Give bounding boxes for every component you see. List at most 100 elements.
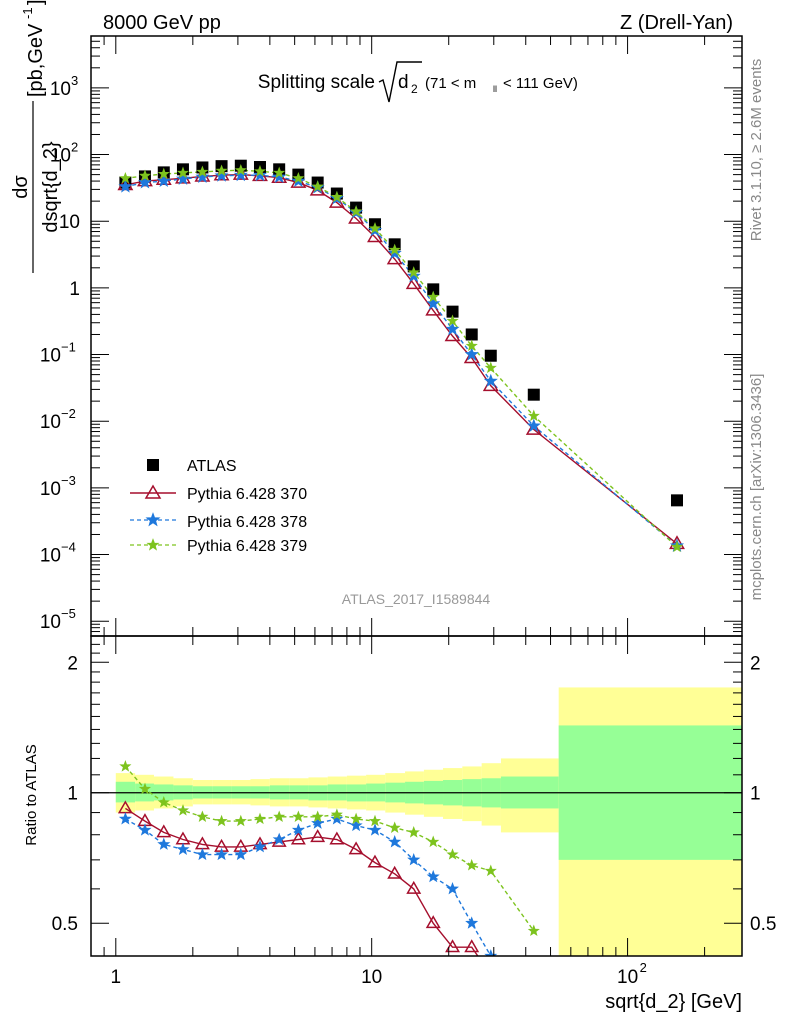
p379-point [527, 409, 540, 422]
ratio-p378-point [234, 847, 248, 861]
p378-point [118, 179, 133, 193]
ratio-p379-point [273, 810, 286, 823]
p379-point [465, 339, 478, 351]
ratio-p379-point [119, 760, 132, 772]
atlas-point [465, 328, 478, 341]
title-sqrt: d [398, 72, 409, 93]
main-ytick-base: 10 [40, 346, 61, 367]
p379-point [119, 171, 132, 184]
p378-point [445, 321, 460, 336]
ratio-p379-point [527, 924, 540, 936]
p370-point [463, 349, 480, 364]
xtick-exp: 2 [640, 960, 647, 975]
ratio-p370-point [425, 915, 441, 929]
ratio-p379-point [176, 804, 190, 816]
main-ytick-label: 10 −3 [40, 473, 76, 500]
p378-point [526, 418, 541, 432]
p379-point [368, 222, 382, 234]
p379-point [407, 266, 420, 278]
ratio-p378-point [426, 869, 440, 883]
ylabel-num: dσ [10, 175, 32, 199]
ratio-p378-point [291, 823, 305, 836]
ratio-p379-point [446, 848, 459, 860]
atlas-point [670, 494, 683, 507]
ylabel-exp: -1 [20, 7, 35, 19]
main-ytick-exp: −3 [61, 473, 76, 488]
atlas-point [446, 305, 459, 318]
main-ytick-base: 10 [40, 546, 61, 567]
ratio-p379-point [157, 796, 170, 808]
main-ytick-base: 10 [40, 412, 61, 433]
p378-point [387, 245, 402, 260]
main-ytick-label: 10 −2 [40, 406, 76, 433]
mcplots-label: mcplots.cern.ch [arXiv:1306.3436] [748, 374, 765, 601]
ratio-ylabel: Ratio to ATLAS [23, 744, 40, 845]
p378-point [156, 173, 171, 187]
rivet-label: Rivet 3.1.10, ≥ 2.6M events [748, 59, 765, 242]
ratio-p378-point [176, 842, 190, 856]
p378-point [175, 171, 190, 185]
ratio-ytick-label-left: 0.5 [52, 914, 78, 935]
p378-point [272, 169, 287, 183]
p370-point [309, 181, 326, 196]
ratio-p379-point [215, 814, 228, 827]
p378-point [426, 296, 441, 310]
p379-point [273, 166, 286, 179]
main-ytick-base: 1 [69, 279, 80, 300]
p379-point [388, 243, 401, 256]
legend-379-marker [146, 538, 160, 551]
main-ytick-base: 10 [50, 79, 71, 100]
ratio-p379-point [407, 826, 420, 838]
main-ytick-label: 1 [69, 279, 80, 300]
main-ytick-exp: 3 [71, 73, 78, 88]
ratio-p378-point [349, 818, 363, 832]
ratio-ytick-label-left: 2 [67, 653, 78, 674]
ratio-p378-point [446, 882, 459, 895]
p379-point [484, 361, 497, 374]
p370-point [367, 228, 383, 243]
atlas-point [427, 283, 440, 296]
ratio-p378-point [407, 853, 421, 866]
ratio-p370-point [348, 841, 364, 855]
ratio-p370-point [485, 968, 497, 979]
p378-point [483, 373, 498, 387]
ratio-p370-point [329, 831, 345, 845]
ratio-p378-point [465, 916, 479, 929]
ratio-line-series-1 [125, 818, 492, 956]
main-ytick-label: 10 −4 [40, 540, 76, 567]
ratio-p379-point [368, 814, 382, 827]
ratio-plot-area [91, 687, 742, 979]
ratio-p379-point [138, 782, 152, 795]
legend-370-marker [144, 484, 162, 499]
atlas-point [484, 349, 497, 362]
p379-point [311, 180, 324, 192]
watermark: ATLAS_2017_I1589844 [342, 591, 491, 607]
main-ytick-exp: −5 [61, 606, 76, 621]
main-ytick-exp: −4 [61, 540, 76, 555]
p370-point [444, 327, 461, 342]
xtick-base: 10 [617, 967, 638, 988]
title-range: (71 < m [425, 75, 476, 92]
ratio-p378-point [330, 812, 344, 825]
ratio-p379-point [234, 814, 247, 827]
ratio-ytick-label-right: 2 [750, 653, 761, 674]
sqrt-sign [378, 61, 422, 103]
p379-point [234, 163, 247, 176]
legend-378-label: Pythia 6.428 378 [187, 514, 307, 531]
ratio-p370-point [310, 829, 326, 843]
p378-point [406, 268, 421, 283]
main-title: Splitting scale d 2 (71 < m ll < 111 GeV… [258, 61, 578, 103]
ratio-p370-point [156, 824, 172, 838]
ratio-axes: 0.5 0.51 12 21 10 10 2 [52, 635, 776, 988]
ratio-p378-point [215, 847, 229, 861]
legend-378-marker [145, 512, 161, 527]
p379-point [670, 540, 684, 553]
main-ylabel: dσ dsqrt{d_2} [pb,GeV -1 ] [10, 0, 62, 273]
main-ytick-label: 10 3 [50, 73, 78, 100]
ylabel-unit: [pb,GeV [25, 23, 47, 97]
main-plot-area [117, 159, 685, 553]
p379-point [176, 166, 190, 179]
main-ytick-label: 10 −1 [40, 340, 76, 367]
p379-point [157, 167, 170, 180]
